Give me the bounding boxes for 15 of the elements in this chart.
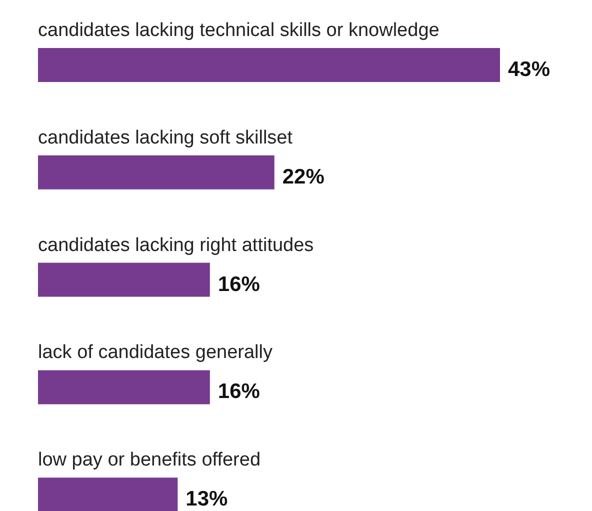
data-label: 43% [508, 58, 550, 81]
data-label: 22% [282, 165, 325, 188]
bar [38, 370, 210, 404]
y-tick-label: low pay or benefits offered [38, 450, 261, 471]
data-label: 16% [218, 380, 260, 404]
bar [38, 155, 274, 190]
bar [38, 478, 178, 511]
y-tick-label: candidates lacking soft skillset [38, 127, 294, 148]
y-tick-label: candidates lacking right attitudes [38, 234, 314, 256]
bar [38, 262, 210, 297]
bar [38, 48, 500, 82]
data-label: 13% [186, 488, 228, 511]
y-tick-label: lack of candidates generally [38, 342, 273, 364]
y-tick-label: candidates lacking technical skills or knowledge [38, 20, 440, 41]
data-label: 16% [218, 272, 260, 296]
